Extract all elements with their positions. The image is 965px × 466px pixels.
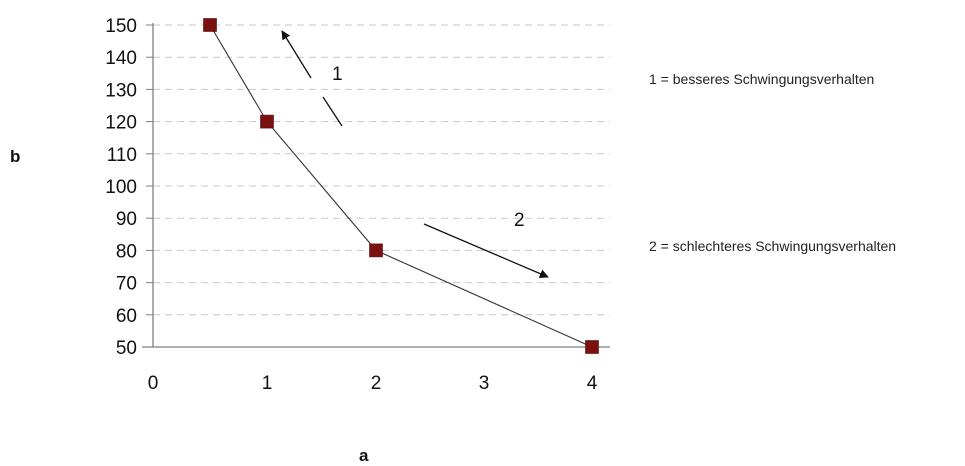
y-tick-label-70: 70 bbox=[116, 274, 137, 295]
legend-item-2: 2 = schlechteres Schwingungsverhalten bbox=[649, 238, 896, 254]
annotation-1-tail bbox=[322, 96, 343, 127]
y-tick-label-150: 150 bbox=[105, 16, 137, 37]
y-axis-title: b bbox=[10, 147, 20, 166]
y-tick-label-80: 80 bbox=[116, 241, 137, 262]
tick-labels: 50 60 70 80 90 100 110 120 130 140 150 0 1 2 3 4 bbox=[105, 16, 597, 394]
axes bbox=[142, 23, 610, 348]
x-tick-label-0: 0 bbox=[148, 373, 159, 394]
data-point-2-80 bbox=[369, 243, 383, 258]
annotation-1-label: 1 bbox=[332, 64, 343, 85]
annotation-1-arrow bbox=[281, 30, 312, 79]
legend: 1 = besseres Schwingungsverhalten 2 = sc… bbox=[649, 71, 896, 254]
y-tick-label-130: 130 bbox=[105, 80, 137, 101]
x-tick-label-2: 2 bbox=[371, 373, 382, 394]
data-point-1-120 bbox=[260, 114, 274, 129]
x-axis-title: a bbox=[359, 446, 369, 465]
y-tick-label-90: 90 bbox=[116, 209, 137, 230]
x-tick-label-3: 3 bbox=[479, 373, 490, 394]
y-tick-label-50: 50 bbox=[116, 338, 137, 359]
y-tick-label-120: 120 bbox=[105, 113, 137, 134]
annotation-2-arrow bbox=[423, 223, 549, 278]
x-tick-label-1: 1 bbox=[262, 373, 273, 394]
annotations: 1 2 bbox=[281, 30, 549, 278]
y-tick-label-110: 110 bbox=[107, 145, 137, 166]
series bbox=[203, 18, 599, 354]
series-line-0 bbox=[209, 24, 593, 348]
data-point-4-50 bbox=[585, 340, 599, 354]
legend-item-1: 1 = besseres Schwingungsverhalten bbox=[649, 71, 874, 87]
y-tick-label-140: 140 bbox=[105, 48, 137, 69]
y-tick-label-100: 100 bbox=[105, 177, 137, 198]
data-point-0.5-150 bbox=[203, 18, 217, 32]
grid bbox=[153, 24, 610, 316]
annotation-2-label: 2 bbox=[514, 210, 525, 231]
y-tick-label-60: 60 bbox=[116, 306, 137, 327]
x-tick-label-4: 4 bbox=[587, 373, 598, 394]
